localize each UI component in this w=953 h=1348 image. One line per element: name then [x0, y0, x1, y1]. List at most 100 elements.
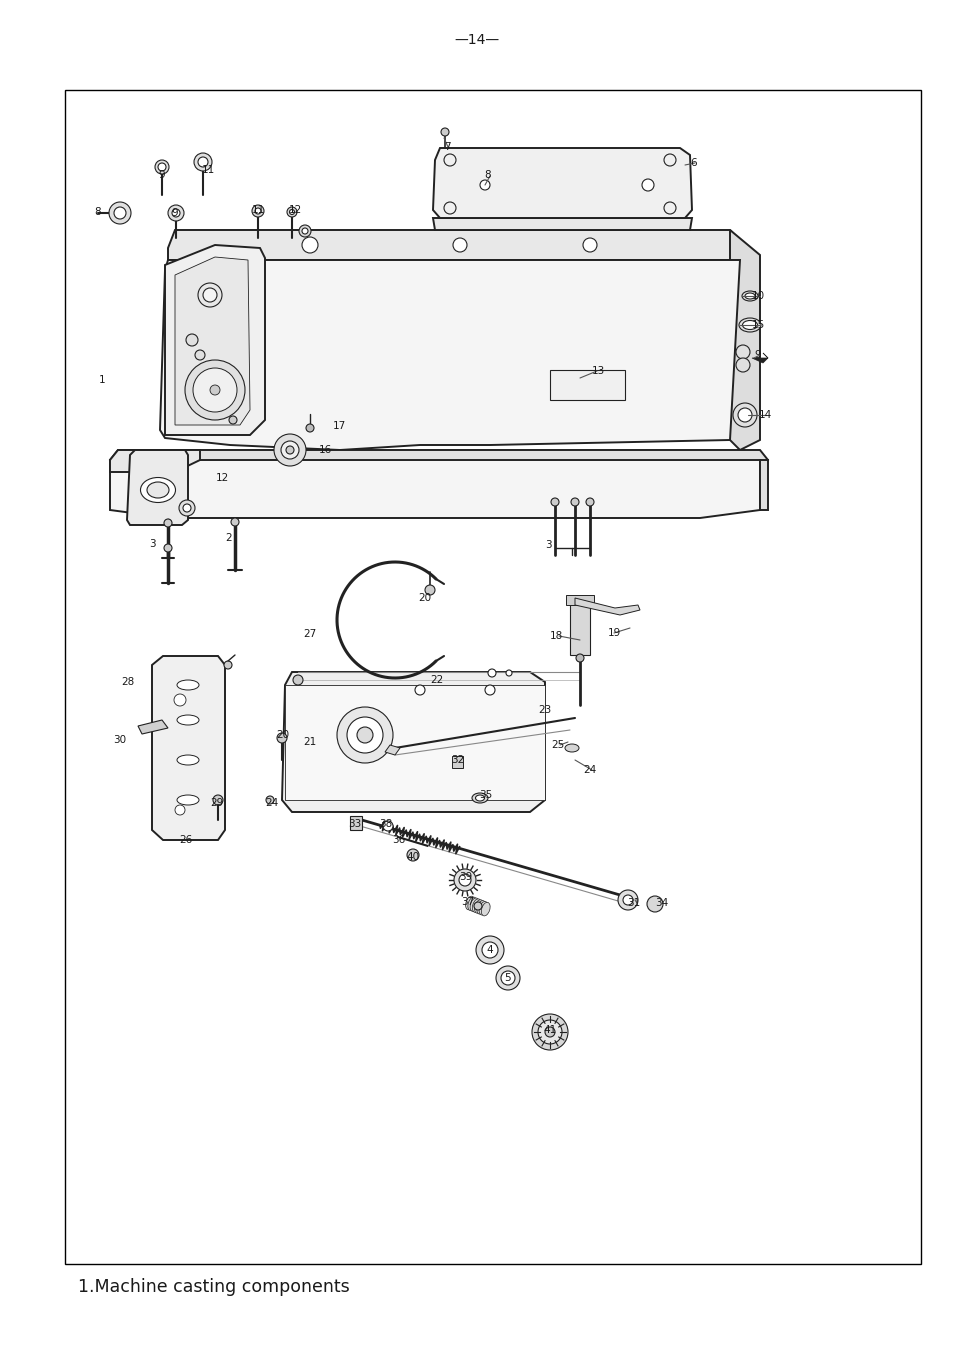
Circle shape — [663, 202, 676, 214]
Text: 28: 28 — [121, 677, 134, 687]
Ellipse shape — [472, 899, 480, 913]
Text: —14—: —14— — [454, 34, 499, 47]
Text: 27: 27 — [303, 630, 316, 639]
Circle shape — [164, 545, 172, 551]
Polygon shape — [282, 673, 544, 811]
Circle shape — [289, 209, 294, 214]
Circle shape — [154, 160, 169, 174]
Text: 8: 8 — [94, 208, 101, 217]
Circle shape — [306, 425, 314, 431]
Text: 8: 8 — [484, 170, 491, 181]
Text: 34: 34 — [655, 898, 668, 909]
Text: 13: 13 — [591, 367, 604, 376]
Polygon shape — [285, 685, 544, 799]
Circle shape — [443, 154, 456, 166]
Text: 1: 1 — [98, 375, 105, 386]
Circle shape — [186, 334, 198, 346]
Ellipse shape — [744, 293, 754, 299]
Circle shape — [532, 1014, 567, 1050]
Circle shape — [458, 874, 471, 886]
Circle shape — [231, 518, 239, 526]
Text: 19: 19 — [607, 628, 620, 638]
Circle shape — [254, 208, 261, 214]
Ellipse shape — [470, 898, 478, 911]
Circle shape — [544, 1027, 555, 1037]
Circle shape — [443, 202, 456, 214]
Polygon shape — [433, 218, 691, 231]
Ellipse shape — [475, 899, 483, 914]
Bar — [65, 90, 920, 1264]
Bar — [130, 456, 185, 520]
Polygon shape — [110, 450, 200, 472]
Text: 6: 6 — [690, 158, 697, 168]
Text: 30: 30 — [113, 735, 127, 745]
Circle shape — [158, 163, 166, 171]
Circle shape — [454, 869, 476, 891]
Circle shape — [732, 403, 757, 427]
Circle shape — [505, 670, 512, 675]
Text: 25: 25 — [551, 740, 564, 749]
Circle shape — [203, 288, 216, 302]
Circle shape — [415, 685, 424, 696]
Circle shape — [735, 345, 749, 359]
Circle shape — [618, 890, 638, 910]
Circle shape — [500, 971, 515, 985]
Circle shape — [585, 497, 594, 506]
Circle shape — [168, 205, 184, 221]
Circle shape — [287, 208, 296, 217]
Circle shape — [109, 202, 131, 224]
Circle shape — [641, 179, 654, 191]
Text: 20: 20 — [418, 593, 431, 603]
Circle shape — [336, 706, 393, 763]
Ellipse shape — [472, 793, 488, 803]
Circle shape — [229, 417, 236, 425]
Circle shape — [274, 434, 306, 466]
Circle shape — [113, 208, 126, 218]
Polygon shape — [110, 450, 767, 472]
Circle shape — [174, 805, 185, 816]
Text: 7: 7 — [443, 142, 450, 152]
Circle shape — [440, 128, 449, 136]
Circle shape — [183, 504, 191, 512]
Text: 2: 2 — [226, 532, 233, 543]
Text: 38: 38 — [379, 820, 393, 829]
Bar — [350, 816, 361, 830]
Polygon shape — [138, 720, 168, 735]
Text: 31: 31 — [627, 898, 640, 909]
Circle shape — [298, 225, 311, 237]
Circle shape — [179, 500, 194, 516]
Circle shape — [302, 237, 317, 253]
Circle shape — [576, 654, 583, 662]
Ellipse shape — [177, 679, 199, 690]
Text: 12: 12 — [288, 205, 301, 214]
Circle shape — [281, 441, 298, 460]
Text: 36: 36 — [392, 834, 405, 845]
Circle shape — [194, 350, 205, 360]
Circle shape — [474, 902, 481, 910]
Circle shape — [210, 386, 220, 395]
Ellipse shape — [481, 902, 490, 915]
Ellipse shape — [177, 755, 199, 766]
Text: 16: 16 — [318, 445, 332, 456]
Ellipse shape — [177, 714, 199, 725]
Bar — [565, 594, 594, 605]
Text: 3: 3 — [149, 539, 155, 549]
Circle shape — [356, 727, 373, 743]
Text: 18: 18 — [549, 631, 562, 642]
Circle shape — [185, 360, 245, 421]
Ellipse shape — [465, 896, 474, 910]
Ellipse shape — [741, 321, 757, 329]
Text: 39: 39 — [459, 872, 472, 882]
Text: 9: 9 — [754, 350, 760, 360]
Circle shape — [293, 675, 303, 685]
Circle shape — [488, 669, 496, 677]
Polygon shape — [760, 460, 767, 510]
Text: 11: 11 — [251, 205, 264, 214]
Text: 12: 12 — [215, 473, 229, 483]
Circle shape — [424, 585, 435, 594]
Circle shape — [551, 497, 558, 506]
Text: 1.Machine casting components: 1.Machine casting components — [78, 1278, 350, 1297]
Text: 24: 24 — [583, 766, 596, 775]
Text: 26: 26 — [179, 834, 193, 845]
Circle shape — [193, 154, 212, 171]
